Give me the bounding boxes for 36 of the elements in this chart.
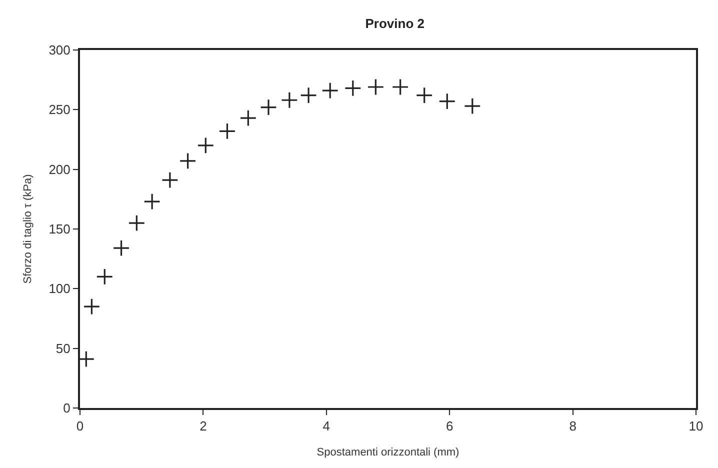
x-axis-title: Spostamenti orizzontali (mm): [316, 446, 460, 458]
point: [344, 80, 362, 97]
y-tick-label: 50: [56, 340, 70, 356]
point: [300, 86, 318, 104]
x-tick-label: 6: [446, 418, 454, 434]
point: [218, 122, 236, 140]
point: [128, 214, 146, 232]
chart-title: Provino 2: [365, 16, 425, 31]
x-tick-label: 2: [200, 418, 207, 434]
point: [144, 193, 161, 210]
point: [416, 86, 433, 104]
x-tick-label: 10: [688, 418, 704, 434]
x-tick-label: 4: [322, 418, 330, 434]
point: [367, 78, 384, 96]
y-tick-label: 200: [48, 162, 70, 177]
point: [83, 298, 100, 316]
x-tick-label: 0: [76, 418, 84, 434]
point: [464, 98, 481, 115]
y-tick-label: 250: [48, 102, 70, 118]
point: [260, 98, 277, 116]
point: [96, 268, 114, 286]
point: [179, 152, 196, 170]
point: [438, 92, 456, 110]
point: [240, 110, 257, 127]
x-tick-label: 8: [569, 418, 576, 434]
y-tick-label: 150: [48, 222, 70, 237]
point: [322, 82, 339, 100]
y-tick-label: 100: [48, 281, 70, 296]
point: [197, 136, 214, 154]
y-tick-label: 0: [63, 400, 70, 416]
point: [280, 92, 298, 109]
y-tick-label: 300: [48, 42, 70, 58]
y-axis-title: Sforzo di taglio τ (kPa): [22, 174, 34, 284]
point: [392, 78, 409, 96]
point: [112, 240, 130, 257]
point: [161, 172, 178, 189]
